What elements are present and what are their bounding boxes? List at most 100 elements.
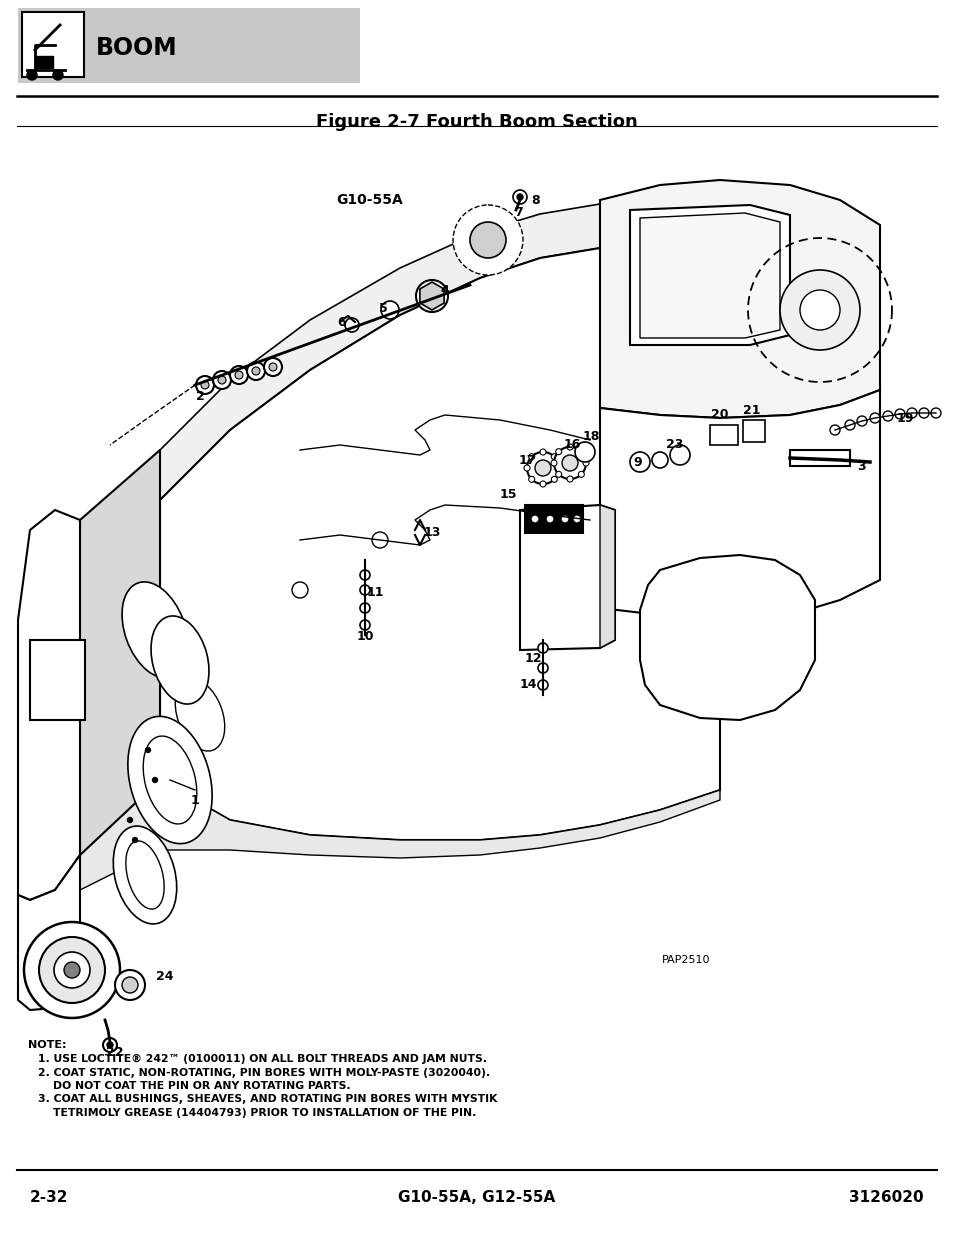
Bar xyxy=(22,12,84,77)
Circle shape xyxy=(247,362,265,380)
Text: 3. COAT ALL BUSHINGS, SHEAVES, AND ROTATING PIN BORES WITH MYSTIK: 3. COAT ALL BUSHINGS, SHEAVES, AND ROTAT… xyxy=(38,1094,497,1104)
Circle shape xyxy=(555,472,561,477)
Text: 23: 23 xyxy=(665,438,683,452)
Polygon shape xyxy=(599,505,615,648)
Circle shape xyxy=(869,412,879,424)
Circle shape xyxy=(107,1042,112,1049)
Polygon shape xyxy=(18,855,80,1010)
Polygon shape xyxy=(80,450,160,855)
Polygon shape xyxy=(519,505,615,650)
Circle shape xyxy=(566,445,573,450)
Text: 20: 20 xyxy=(711,409,728,421)
Circle shape xyxy=(551,453,557,459)
Ellipse shape xyxy=(175,679,225,751)
Text: G10-55A: G10-55A xyxy=(336,193,403,207)
Circle shape xyxy=(894,409,904,419)
Polygon shape xyxy=(599,180,879,417)
Text: 14: 14 xyxy=(518,678,537,690)
Circle shape xyxy=(829,425,840,435)
Text: 19: 19 xyxy=(896,411,913,425)
Circle shape xyxy=(555,448,561,454)
Circle shape xyxy=(132,837,137,842)
Bar xyxy=(35,56,53,68)
Text: 13: 13 xyxy=(423,526,440,538)
Bar xyxy=(524,505,582,534)
Circle shape xyxy=(551,477,557,483)
Bar xyxy=(709,425,738,445)
Circle shape xyxy=(218,375,226,384)
Circle shape xyxy=(526,452,558,484)
Text: NOTE:: NOTE: xyxy=(28,1040,67,1050)
Bar xyxy=(30,640,85,720)
Circle shape xyxy=(535,459,551,475)
Ellipse shape xyxy=(151,616,209,704)
Circle shape xyxy=(918,408,928,417)
Text: G10-55A, G12-55A: G10-55A, G12-55A xyxy=(398,1191,555,1205)
Circle shape xyxy=(27,70,37,80)
Text: 2-32: 2-32 xyxy=(30,1191,69,1205)
Circle shape xyxy=(537,643,547,653)
Circle shape xyxy=(230,366,248,384)
Circle shape xyxy=(651,452,667,468)
Circle shape xyxy=(539,480,545,487)
Circle shape xyxy=(359,571,370,580)
Circle shape xyxy=(213,370,231,389)
Text: BOOM: BOOM xyxy=(96,36,177,61)
Circle shape xyxy=(561,516,567,522)
Circle shape xyxy=(359,603,370,613)
Polygon shape xyxy=(160,240,720,840)
Circle shape xyxy=(780,270,859,350)
Text: 21: 21 xyxy=(742,404,760,416)
FancyBboxPatch shape xyxy=(18,7,359,83)
Circle shape xyxy=(882,411,892,421)
Text: 22: 22 xyxy=(106,1046,124,1060)
Ellipse shape xyxy=(126,841,164,909)
Circle shape xyxy=(556,466,561,471)
Circle shape xyxy=(264,358,282,375)
Text: 4: 4 xyxy=(440,284,449,298)
Circle shape xyxy=(566,475,573,482)
Ellipse shape xyxy=(113,826,176,924)
Circle shape xyxy=(115,969,145,1000)
Circle shape xyxy=(532,516,537,522)
Circle shape xyxy=(575,442,595,462)
Circle shape xyxy=(669,445,689,466)
Text: 16: 16 xyxy=(562,438,580,452)
Circle shape xyxy=(582,459,588,466)
Circle shape xyxy=(128,818,132,823)
Circle shape xyxy=(269,363,276,370)
Ellipse shape xyxy=(143,736,196,824)
Circle shape xyxy=(453,205,522,275)
Circle shape xyxy=(195,375,213,394)
Circle shape xyxy=(539,450,545,454)
Circle shape xyxy=(800,290,840,330)
Text: 2. COAT STATIC, NON-ROTATING, PIN BORES WITH MOLY-PASTE (3020040).: 2. COAT STATIC, NON-ROTATING, PIN BORES … xyxy=(38,1067,490,1077)
Circle shape xyxy=(578,472,583,477)
Circle shape xyxy=(537,680,547,690)
Circle shape xyxy=(146,747,151,752)
Circle shape xyxy=(517,194,522,200)
Polygon shape xyxy=(80,781,720,890)
Circle shape xyxy=(844,420,854,430)
Circle shape xyxy=(423,288,439,304)
Circle shape xyxy=(359,620,370,630)
Text: 10: 10 xyxy=(355,631,374,643)
Text: 24: 24 xyxy=(156,971,173,983)
Circle shape xyxy=(53,70,63,80)
Polygon shape xyxy=(18,510,80,900)
Text: 15: 15 xyxy=(498,489,517,501)
Text: 11: 11 xyxy=(366,585,383,599)
Ellipse shape xyxy=(128,716,212,844)
Polygon shape xyxy=(599,390,879,618)
Circle shape xyxy=(523,466,530,471)
Circle shape xyxy=(39,937,105,1003)
Circle shape xyxy=(930,408,940,417)
Text: 1: 1 xyxy=(191,794,199,806)
Circle shape xyxy=(103,1037,117,1052)
Text: 17: 17 xyxy=(517,453,536,467)
Text: 12: 12 xyxy=(524,652,541,666)
Circle shape xyxy=(528,453,534,459)
Circle shape xyxy=(906,408,916,417)
Ellipse shape xyxy=(122,582,188,678)
Text: Figure 2-7 Fourth Boom Section: Figure 2-7 Fourth Boom Section xyxy=(315,112,638,131)
